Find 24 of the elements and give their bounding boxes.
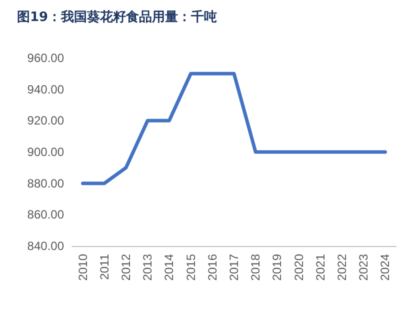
- x-tick-label: 2021: [313, 254, 328, 281]
- x-tick-label: 2012: [119, 254, 133, 281]
- x-tick-label: 2011: [97, 254, 112, 280]
- x-tick-label: 2015: [184, 254, 198, 281]
- x-tick-label: 2023: [356, 254, 371, 281]
- x-tick-label: 2014: [162, 254, 176, 281]
- x-tick-label: 2024: [378, 254, 392, 281]
- line-series: [81, 72, 387, 186]
- y-tick-label: 900.00: [27, 145, 64, 159]
- x-tick-label: 2013: [140, 254, 155, 281]
- y-tick-label: 860.00: [27, 208, 64, 222]
- y-tick-label: 840.00: [27, 239, 64, 253]
- y-tick-label: 940.00: [27, 82, 64, 96]
- x-tick-label: 2016: [205, 254, 220, 281]
- x-tick-label: 2019: [270, 254, 284, 281]
- y-tick-label: 960.00: [27, 51, 64, 65]
- y-tick-label: 920.00: [27, 114, 64, 128]
- y-tick-label: 880.00: [27, 176, 64, 190]
- x-tick-label: 2010: [76, 254, 90, 281]
- x-tick-label: 2022: [335, 254, 349, 281]
- x-tick-label: 2020: [292, 254, 306, 281]
- x-tick-label: 2017: [227, 254, 241, 281]
- x-tick-label: 2018: [248, 254, 263, 281]
- chart-title: 图19：我国葵花籽食品用量：千吨: [17, 9, 218, 25]
